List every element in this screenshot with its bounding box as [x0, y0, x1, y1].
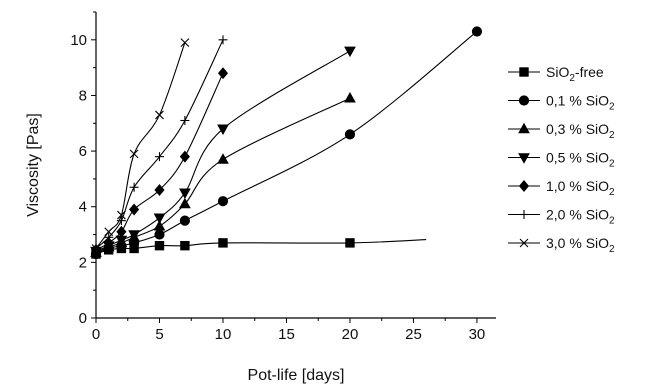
data-point [179, 150, 190, 163]
data-point [154, 184, 165, 197]
legend-label: 2,0 % SiO2 [546, 207, 615, 227]
data-point [345, 238, 355, 248]
data-point [344, 92, 356, 103]
legend: SiO2-free 0,1 % SiO2 0,3 % SiO2 0,5 % SiO2 1… [508, 64, 615, 255]
data-point [344, 129, 356, 140]
legend-entry: 3,0 % SiO2 [508, 235, 615, 255]
legend-label: SiO2-free [546, 64, 604, 84]
legend-marker [518, 122, 530, 134]
x-tick-label: 15 [278, 326, 295, 343]
legend-entry: 0,5 % SiO2 [508, 150, 615, 170]
series-line [95, 97, 351, 254]
series-line [95, 31, 478, 255]
data-point [217, 153, 229, 164]
data-point [153, 219, 166, 231]
legend-marker [518, 95, 530, 106]
legend-marker [519, 67, 529, 77]
data-point [129, 182, 139, 192]
x-tick-label: 25 [405, 326, 422, 343]
x-tick-label: 5 [155, 326, 163, 343]
legend-entry: 0,1 % SiO2 [508, 93, 615, 113]
y-tick-label: 6 [79, 143, 87, 160]
legend-marker [519, 238, 529, 248]
x-axis-label: Pot-life [days] [248, 367, 345, 384]
y-tick-label: 4 [79, 199, 87, 216]
data-point [217, 67, 229, 80]
data-point [179, 197, 191, 209]
legend-entry: 1,0 % SiO2 [508, 178, 615, 198]
legend-marker [518, 153, 530, 164]
data-point [154, 152, 164, 162]
series-0 [91, 238, 427, 259]
data-point [116, 225, 127, 238]
y-tick-label: 8 [79, 87, 87, 104]
data-point [179, 215, 190, 226]
data-point [179, 188, 191, 200]
data-point [117, 210, 126, 220]
x-tick-label: 0 [92, 326, 100, 343]
axes: 0 5 10 15 20 25 30 0 2 4 6 8 10 [70, 11, 496, 343]
legend-marker [518, 180, 530, 192]
y-tick-label: 10 [70, 32, 87, 49]
legend-label: 0,3 % SiO2 [546, 121, 615, 141]
data-point [116, 216, 126, 226]
data-point [217, 124, 229, 136]
x-tick-label: 10 [215, 326, 232, 343]
series-1 [90, 26, 483, 260]
data-point [155, 110, 164, 120]
legend-label: 3,0 % SiO2 [546, 235, 615, 255]
data-point [180, 115, 190, 125]
legend-label: 1,0 % SiO2 [546, 178, 615, 198]
legend-label: 0,5 % SiO2 [546, 150, 615, 170]
data-point [218, 238, 228, 248]
series-line [95, 50, 351, 252]
data-point [344, 46, 356, 58]
series-5 [91, 35, 228, 253]
y-tick-label: 0 [79, 310, 87, 327]
data-point [218, 35, 228, 45]
data-point [180, 240, 190, 251]
legend-entry: SiO2-free [508, 64, 604, 84]
legend-entry: 2,0 % SiO2 [508, 207, 615, 227]
data-point [154, 229, 165, 240]
legend-label: 0,1 % SiO2 [546, 93, 615, 113]
data-point [217, 196, 229, 207]
data-point [129, 149, 139, 159]
series-6 [91, 38, 190, 253]
series-4 [90, 67, 229, 256]
data-point [180, 38, 190, 47]
data-point [91, 244, 101, 253]
data-point [471, 26, 483, 37]
data-point [153, 213, 166, 225]
data-point [128, 230, 140, 241]
data-point [104, 232, 114, 242]
data-point [129, 203, 140, 216]
series-layer [90, 26, 483, 260]
legend-entry: 0,3 % SiO2 [508, 121, 615, 141]
x-tick-label: 20 [342, 326, 359, 343]
data-point [154, 240, 165, 251]
y-tick-label: 2 [79, 254, 87, 271]
series-line [95, 239, 427, 255]
y-axis-label: Viscosity [Pas] [25, 113, 42, 217]
legend-marker [519, 210, 529, 219]
x-tick-label: 30 [469, 326, 486, 343]
data-point [104, 227, 114, 237]
